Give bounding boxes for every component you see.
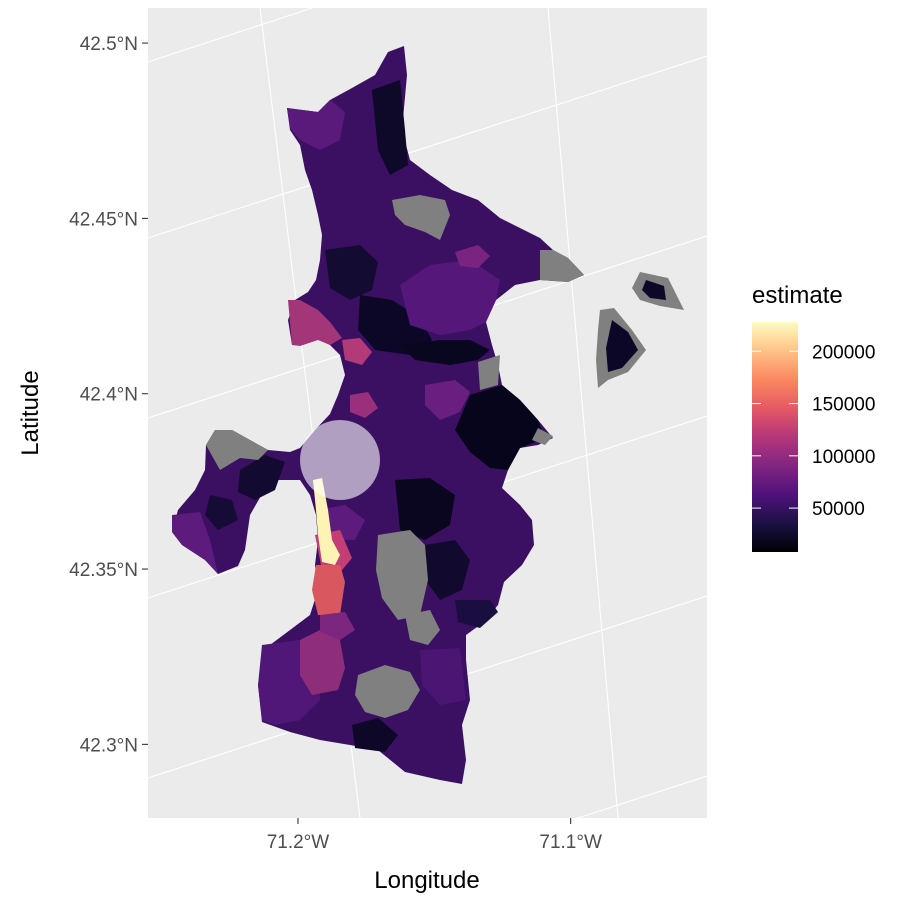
na-region-8 bbox=[206, 430, 268, 470]
island-2-core bbox=[606, 320, 638, 372]
y-tick-label: 42.45°N bbox=[69, 209, 138, 230]
region-mid-8 bbox=[420, 648, 466, 705]
region-mauve-1 bbox=[300, 630, 345, 695]
legend-tick-label: 50000 bbox=[812, 499, 865, 520]
region-dark-2 bbox=[358, 295, 432, 355]
region-dark-8 bbox=[425, 540, 470, 600]
region-dark-10 bbox=[205, 495, 238, 530]
y-tick-label: 42.4°N bbox=[80, 385, 138, 406]
legend-tick-label: 100000 bbox=[812, 447, 875, 468]
x-tick-label: 71.2°W bbox=[267, 832, 330, 853]
region-mid-3 bbox=[455, 245, 490, 268]
na-region-1 bbox=[392, 195, 450, 240]
legend-tick-label: 200000 bbox=[812, 342, 875, 363]
region-mid-1 bbox=[287, 100, 345, 150]
na-region-5 bbox=[376, 530, 428, 620]
legend-colorbar bbox=[752, 322, 798, 552]
region-mauve-2 bbox=[320, 612, 355, 640]
region-dark-4 bbox=[455, 385, 545, 470]
na-region-6 bbox=[405, 610, 440, 645]
x-axis-title: Longitude bbox=[374, 867, 479, 894]
region-dark-1 bbox=[325, 245, 378, 300]
region-pink-1 bbox=[288, 300, 342, 346]
region-pink-3 bbox=[350, 392, 378, 418]
na-region-7 bbox=[355, 665, 420, 718]
na-region-3 bbox=[478, 355, 500, 390]
legend-tick-label: 150000 bbox=[812, 395, 875, 416]
region-red-1 bbox=[312, 565, 345, 615]
region-yellow-1 bbox=[313, 478, 340, 565]
legend: estimate 200000 150000 100000 50000 bbox=[752, 282, 875, 552]
map-regions bbox=[172, 46, 684, 784]
region-mid-4 bbox=[425, 380, 470, 420]
region-pink-2 bbox=[342, 338, 372, 365]
region-dark-9 bbox=[352, 718, 398, 752]
y-tick-label: 42.35°N bbox=[69, 560, 138, 581]
na-region-2 bbox=[540, 250, 584, 282]
legend-title: estimate bbox=[752, 282, 843, 309]
island-1-core bbox=[642, 280, 666, 300]
region-mid-2 bbox=[400, 260, 500, 335]
y-tick-label: 42.5°N bbox=[80, 34, 138, 55]
region-dark-3 bbox=[400, 340, 490, 365]
y-axis-title: Latitude bbox=[17, 370, 44, 455]
region-dark-5 bbox=[372, 80, 408, 175]
region-base bbox=[172, 46, 584, 784]
y-axis: 42.3°N 42.35°N 42.4°N 42.45°N 42.5°N bbox=[69, 34, 148, 756]
region-dark-7 bbox=[395, 478, 455, 540]
x-tick-label: 71.1°W bbox=[539, 832, 602, 853]
na-region-4 bbox=[532, 428, 553, 445]
y-tick-label: 42.3°N bbox=[80, 735, 138, 756]
region-dark-6 bbox=[238, 455, 285, 500]
x-axis: 71.2°W 71.1°W bbox=[267, 818, 602, 853]
region-dark-11 bbox=[455, 600, 498, 628]
region-mid-5 bbox=[172, 512, 218, 574]
highlight-circle bbox=[300, 420, 380, 500]
